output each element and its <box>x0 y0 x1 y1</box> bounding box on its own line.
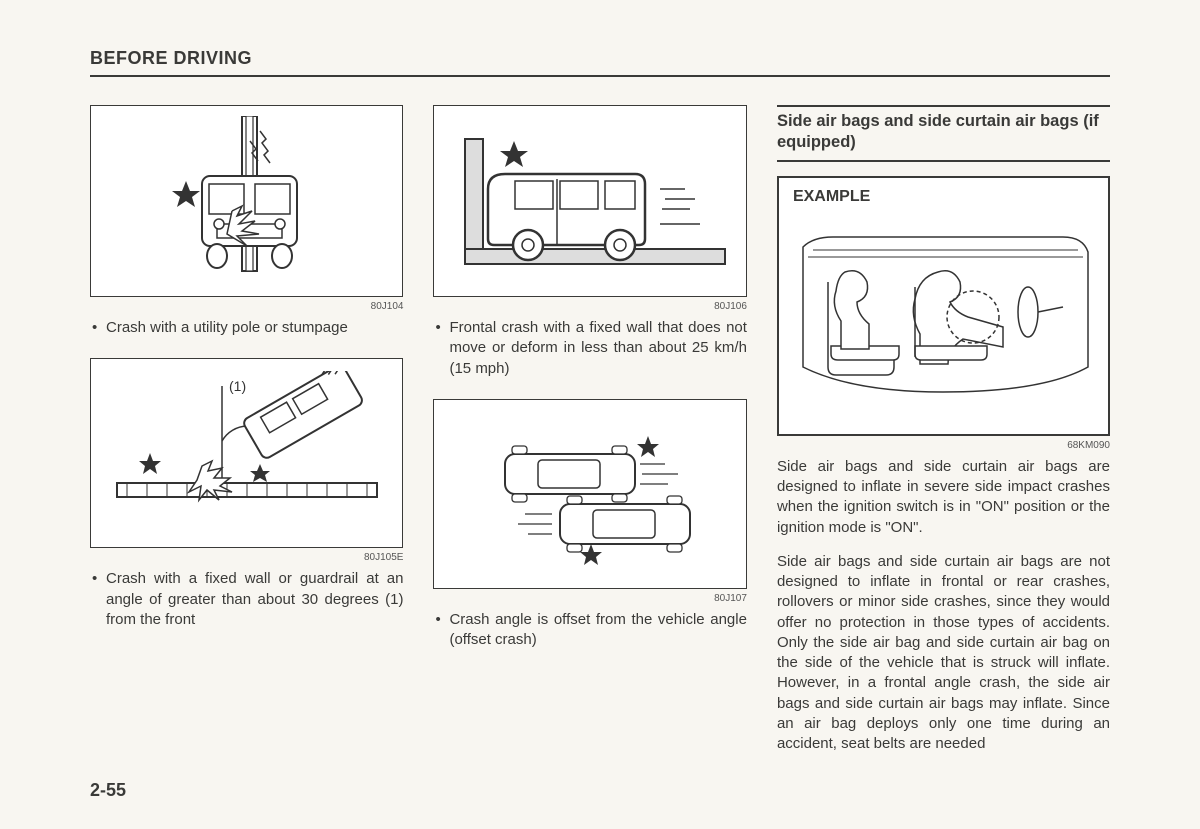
bullet-text: Crash with a utility pole or stumpage <box>90 318 403 338</box>
figure-pole-crash <box>90 105 403 297</box>
figure-id: 80J106 <box>433 301 746 312</box>
illustration-wall-crash <box>450 119 730 284</box>
illustration-side-airbag <box>793 212 1093 422</box>
angle-annotation: (1) <box>229 378 246 394</box>
figure-offset-crash <box>433 399 746 589</box>
page-number: 2-55 <box>90 780 126 801</box>
column-right: Side air bags and side curtain air bags … <box>777 105 1110 768</box>
figure-id: 80J107 <box>433 593 746 604</box>
illustration-pole-crash <box>147 116 347 286</box>
illustration-angle-crash: (1) <box>107 371 387 536</box>
column-left: 80J104 Crash with a utility pole or stum… <box>90 105 403 768</box>
figure-wall-crash <box>433 105 746 297</box>
bullet-text: Crash with a fixed wall or guardrail at … <box>90 569 403 630</box>
section-title: Side air bags and side curtain air bags … <box>777 105 1110 162</box>
example-label: EXAMPLE <box>793 188 1094 206</box>
page-header: BEFORE DRIVING <box>90 48 1110 77</box>
figure-id: 68KM090 <box>777 440 1110 451</box>
bullet-text: Crash angle is offset from the vehicle a… <box>433 610 746 651</box>
illustration-offset-crash <box>450 414 730 574</box>
example-figure-box: EXAMPLE <box>777 176 1110 436</box>
body-paragraph: Side air bags and side curtain air bags … <box>777 457 1110 538</box>
body-paragraph: Side air bags and side curtain air bags … <box>777 552 1110 755</box>
figure-id: 80J104 <box>90 301 403 312</box>
figure-id: 80J105E <box>90 552 403 563</box>
bullet-text: Frontal crash with a fixed wall that doe… <box>433 318 746 379</box>
content-columns: 80J104 Crash with a utility pole or stum… <box>90 105 1110 768</box>
figure-angle-crash: (1) <box>90 358 403 548</box>
column-middle: 80J106 Frontal crash with a fixed wall t… <box>433 105 746 768</box>
